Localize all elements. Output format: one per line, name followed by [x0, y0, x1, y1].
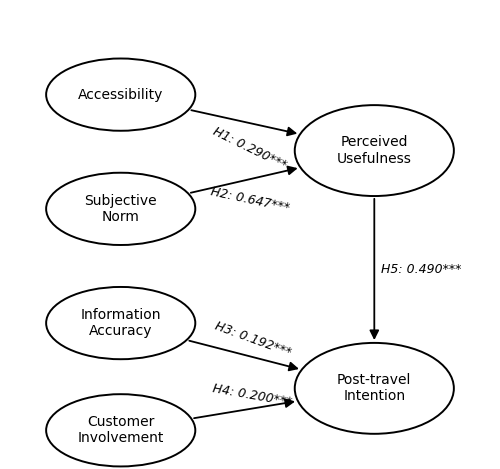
Text: Accessibility: Accessibility — [78, 88, 164, 102]
Ellipse shape — [46, 59, 196, 131]
Text: H2: 0.647***: H2: 0.647*** — [210, 185, 290, 214]
Text: H4: 0.200***: H4: 0.200*** — [212, 382, 293, 408]
Text: H3: 0.192***: H3: 0.192*** — [212, 319, 292, 359]
Ellipse shape — [46, 287, 196, 359]
Text: H1: 0.290***: H1: 0.290*** — [211, 125, 289, 172]
Ellipse shape — [295, 105, 454, 196]
Ellipse shape — [46, 173, 196, 245]
Text: Subjective
Norm: Subjective Norm — [84, 194, 157, 224]
Ellipse shape — [295, 343, 454, 434]
Text: Perceived
Usefulness: Perceived Usefulness — [337, 136, 411, 166]
Text: Customer
Involvement: Customer Involvement — [78, 415, 164, 446]
Text: Post-travel
Intention: Post-travel Intention — [337, 373, 411, 403]
Ellipse shape — [46, 394, 196, 467]
Text: H5: 0.490***: H5: 0.490*** — [382, 263, 462, 276]
Text: Information
Accuracy: Information Accuracy — [80, 308, 161, 338]
